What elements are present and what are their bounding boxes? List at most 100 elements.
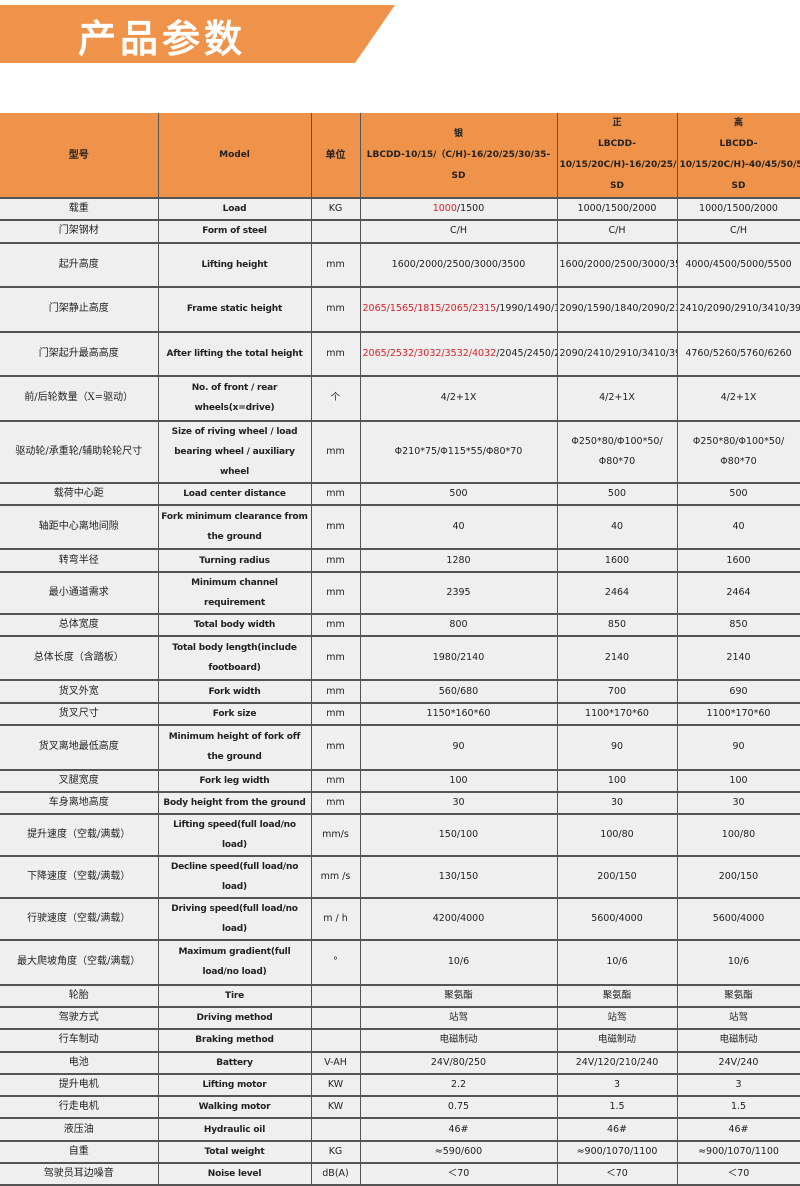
label-en: Maximum gradient(full load/no load) <box>158 940 312 986</box>
label-cn: 总体长度（含踏板） <box>0 635 159 682</box>
value-series-2: 2090/2410/2910/3410/3910 <box>557 331 678 378</box>
label-en: Fork width <box>158 680 312 704</box>
label-en: Hydraulic oil <box>158 1118 312 1142</box>
label-en: Turning radius <box>158 549 312 573</box>
value-series-3: C/H <box>677 220 800 244</box>
value-series-1: 1600/2000/2500/3000/3500 <box>360 242 558 289</box>
unit: m / h <box>311 898 361 942</box>
label-en: Size of riving wheel / load bearing whee… <box>158 420 312 484</box>
value-series-1: 90 <box>360 725 558 771</box>
page-title: 产品参数 <box>78 17 247 61</box>
label-en: Fork leg width <box>158 769 312 793</box>
table-row: 行驶速度（空载/满载） Driving speed(full load/no lo… <box>0 898 800 942</box>
value-series-2: 3 <box>557 1073 678 1098</box>
table-row: 载荷中心距 Load center distance mm 500 500 500 <box>0 482 800 506</box>
label-en: Body height from the ground <box>158 791 312 816</box>
value-series-3: 100/80 <box>677 814 800 858</box>
label-en: Braking method <box>158 1029 312 1053</box>
label-en: Load <box>158 198 312 222</box>
table-row: 电池 Battery V-AH 24V/80/250 24V/120/210/240 24… <box>0 1051 800 1075</box>
table-row: 货叉尺寸 Fork size mm 1150*160*60 1100*170*60 110… <box>0 702 800 727</box>
table-row: 货叉外宽 Fork width mm 560/680 700 690 <box>0 680 800 704</box>
value-series-3: 90 <box>677 725 800 771</box>
unit: V-AH <box>311 1051 361 1075</box>
value-series-3: Φ250*80/Φ100*50/Φ80*70 <box>677 420 800 484</box>
value-series-3: 1.5 <box>677 1096 800 1120</box>
label-cn: 载重 <box>0 198 159 222</box>
label-en: Total body width <box>158 613 312 637</box>
value-series-1: 2.2 <box>360 1073 558 1098</box>
value-series-3: 690 <box>677 680 800 704</box>
table-row: 转弯半径 Turning radius mm 1280 1600 1600 <box>0 549 800 573</box>
label-cn: 门架钢材 <box>0 220 159 244</box>
table-row: 自重 Total weight KG ≈590/600 ≈900/1070/1100 ≈9… <box>0 1140 800 1165</box>
label-en: Minimum channel requirement <box>158 571 312 615</box>
value-series-3: 850 <box>677 613 800 637</box>
label-en: After lifting the total height <box>158 331 312 378</box>
value-series-1: 0.75 <box>360 1096 558 1120</box>
table-row: 轴距中心离地间隙 Fork minimum clearance from the … <box>0 504 800 551</box>
label-cn: 液压油 <box>0 1118 159 1142</box>
series-name: 正 <box>612 118 622 128</box>
label-en: Walking motor <box>158 1096 312 1120</box>
value-series-1: 电磁制动 <box>360 1029 558 1053</box>
value-series-1: 130/150 <box>360 856 558 900</box>
label-cn: 提升速度（空载/满载） <box>0 814 159 858</box>
header-type: 型号 <box>0 113 159 199</box>
value-series-1: 46# <box>360 1118 558 1142</box>
value-series-2: 46# <box>557 1118 678 1142</box>
label-cn: 门架静止高度 <box>0 287 159 333</box>
value-series-1: ≈590/600 <box>360 1140 558 1165</box>
label-en: No. of front / rear wheels(x=drive) <box>158 376 312 422</box>
label-cn: 提升电机 <box>0 1073 159 1098</box>
table-row: 起升高度 Lifting height mm 1600/2000/2500/3000/… <box>0 242 800 289</box>
label-en: Total body length(include footboard) <box>158 635 312 682</box>
table-header: 型号 Model 单位 银 LBCDD-10/15/（C/H)-16/20/25/… <box>0 113 800 199</box>
value-series-2: 90 <box>557 725 678 771</box>
label-en: Lifting motor <box>158 1073 312 1098</box>
value-series-2: ≈900/1070/1100 <box>557 1140 678 1165</box>
value-series-1: 800 <box>360 613 558 637</box>
unit <box>311 220 361 244</box>
unit: ° <box>311 940 361 986</box>
highlighted-value: 2065/1565/1815/2065/2315 <box>362 303 497 315</box>
table-row: 总体宽度 Total body width mm 800 850 850 <box>0 613 800 637</box>
unit: mm <box>311 420 361 484</box>
label-cn: 起升高度 <box>0 242 159 289</box>
table-row: 行走电机 Walking motor KW 0.75 1.5 1.5 <box>0 1096 800 1120</box>
value-series-1: 1150*160*60 <box>360 702 558 727</box>
label-en: Form of steel <box>158 220 312 244</box>
value-series-3: 4/2+1X <box>677 376 800 422</box>
value-series-1: 500 <box>360 482 558 506</box>
value-series-1: Φ210*75/Φ115*55/Φ80*70 <box>360 420 558 484</box>
unit: dB(A) <box>311 1163 361 1186</box>
value-series-2: 10/6 <box>557 940 678 986</box>
table-row: 驱动轮/承重轮/辅助轮轮尺寸 Size of riving wheel / loa… <box>0 420 800 484</box>
value-series-3: 4000/4500/5000/5500 <box>677 242 800 289</box>
header-series-2: 正 LBCDD-10/15/20C/H)-16/20/25/30/35-SD <box>557 113 678 199</box>
table-row: 行车制动 Braking method 电磁制动 电磁制动 电磁制动 <box>0 1029 800 1053</box>
series-code: LBCDD-10/15/（C/H)-16/20/25/30/35-SD <box>366 149 551 181</box>
unit <box>311 984 361 1008</box>
value-series-2: 1600 <box>557 549 678 573</box>
unit <box>311 1118 361 1142</box>
value-series-1: 4/2+1X <box>360 376 558 422</box>
value-series-3: ＜70 <box>677 1163 800 1186</box>
value-series-1: 1000/1500 <box>360 198 558 222</box>
label-cn: 货叉尺寸 <box>0 702 159 727</box>
value-series-3: 电磁制动 <box>677 1029 800 1053</box>
value-series-2: 30 <box>557 791 678 816</box>
label-cn: 货叉外宽 <box>0 680 159 704</box>
value-series-3: 聚氨酯 <box>677 984 800 1008</box>
value-series-1: 聚氨酯 <box>360 984 558 1008</box>
value-series-2: 站驾 <box>557 1006 678 1031</box>
unit: mm/s <box>311 814 361 858</box>
label-en: Load center distance <box>158 482 312 506</box>
label-cn: 门架起升最高高度 <box>0 331 159 378</box>
series-name: 高 <box>733 118 743 128</box>
table-row: 总体长度（含踏板） Total body length(include footb… <box>0 635 800 682</box>
label-cn: 电池 <box>0 1051 159 1075</box>
label-cn: 驱动轮/承重轮/辅助轮轮尺寸 <box>0 420 159 484</box>
label-cn: 轮胎 <box>0 984 159 1008</box>
label-cn: 行走电机 <box>0 1096 159 1120</box>
